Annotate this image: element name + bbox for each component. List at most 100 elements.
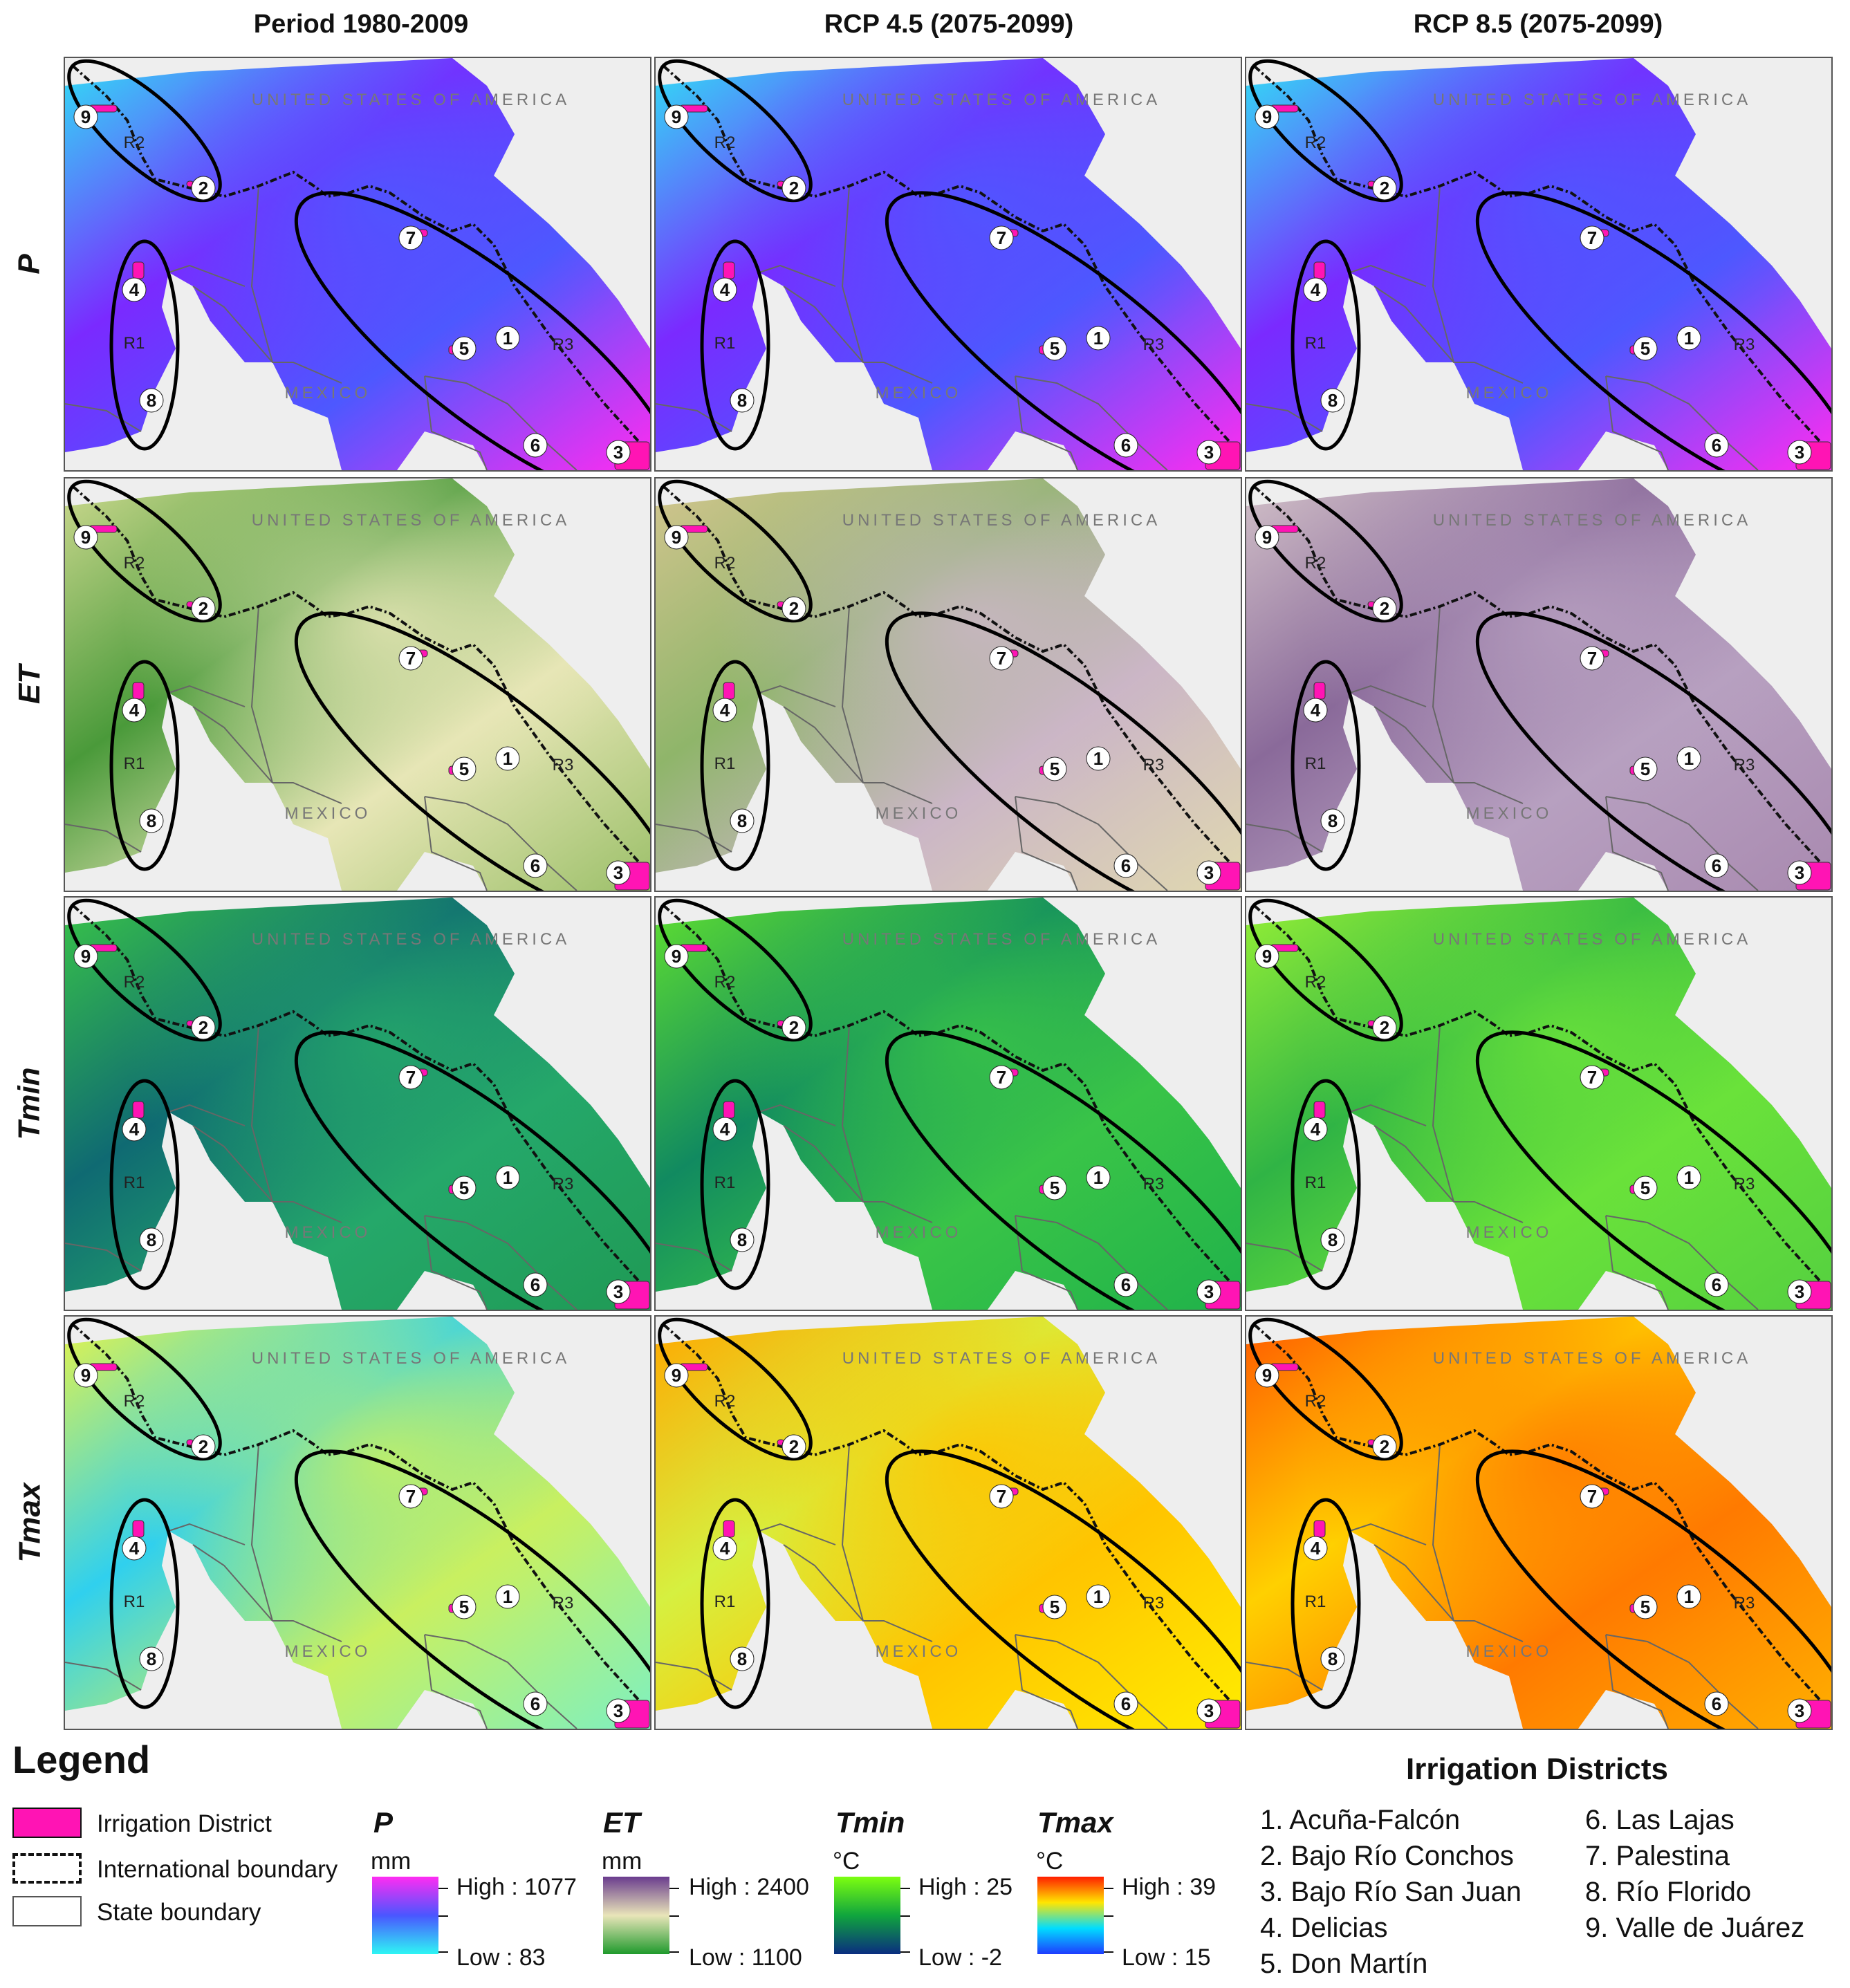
- district-number: 3: [1795, 1700, 1804, 1721]
- region-label: R1: [1305, 1173, 1326, 1192]
- district-number: 6: [1121, 1274, 1131, 1295]
- district-number: 4: [720, 1538, 730, 1559]
- map-panel-p-0: UNITED STATES OF AMERICA MEXICO R1 R2 R3 1 2 3 4…: [64, 57, 651, 472]
- district-marker: [1042, 336, 1067, 361]
- irrigation-district-area: [1313, 1520, 1326, 1538]
- district-marker: [1042, 1595, 1067, 1619]
- district-number: 8: [147, 390, 156, 411]
- district-marker: [398, 1484, 423, 1509]
- district-number: 5: [1640, 1178, 1650, 1198]
- district-marker: [1320, 1646, 1345, 1671]
- district-marker: [1196, 860, 1221, 885]
- map-panel-tmax-1: UNITED STATES OF AMERICA MEXICO R1 R2 R3 1 2 3 4…: [654, 1315, 1242, 1730]
- district-marker: [1086, 326, 1111, 351]
- district-number: 1: [1093, 1167, 1103, 1188]
- region-label: R2: [714, 1392, 736, 1411]
- country-label-usa: UNITED STATES OF AMERICA: [252, 930, 570, 949]
- region-label: R3: [1143, 335, 1165, 354]
- region-label: R3: [1734, 756, 1755, 774]
- district-marker: [452, 1176, 477, 1200]
- district-marker: [1196, 1698, 1221, 1723]
- district-marker: [1303, 1117, 1328, 1142]
- district-number: 5: [1050, 759, 1060, 779]
- country-label-mexico: MEXICO: [876, 804, 962, 823]
- region-label: R1: [714, 1592, 736, 1611]
- district-marker: [989, 646, 1014, 671]
- region-ellipse: [700, 1079, 770, 1290]
- region-label: R2: [714, 554, 736, 573]
- district-number: 2: [1380, 598, 1389, 619]
- district-marker: [1320, 1227, 1345, 1252]
- district-marker: [1704, 853, 1729, 878]
- region-ellipse: [109, 1079, 180, 1290]
- legend-high-p: High : 1077: [456, 1874, 577, 1900]
- district-number: 9: [1262, 106, 1272, 127]
- region-ellipse: [294, 611, 650, 891]
- region-label: R1: [714, 1173, 736, 1192]
- country-label-mexico: MEXICO: [285, 384, 371, 402]
- district-number: 4: [720, 1119, 730, 1140]
- district-marker: [1580, 225, 1604, 250]
- district-marker: [664, 1363, 689, 1388]
- district-number: 9: [672, 1365, 681, 1386]
- district-marker: [73, 1363, 98, 1388]
- district-number: 1: [503, 1586, 512, 1607]
- region-ellipse: [109, 1498, 180, 1709]
- irrigation-district-area: [132, 1520, 145, 1538]
- region-label: R3: [1143, 756, 1165, 774]
- district-number: 6: [530, 1274, 540, 1295]
- district-number: 3: [613, 1700, 623, 1721]
- district-item: 5. Don Martín: [1260, 1949, 1428, 1979]
- district-marker: [1086, 746, 1111, 771]
- district-number: 4: [1311, 700, 1321, 721]
- district-number: 7: [997, 648, 1006, 669]
- irrigation-district-area: [723, 682, 735, 700]
- region-label: R2: [124, 133, 145, 152]
- district-marker: [398, 1065, 423, 1090]
- district-marker: [730, 808, 755, 833]
- district-marker: [1303, 277, 1328, 302]
- country-label-mexico: MEXICO: [876, 384, 962, 402]
- country-label-usa: UNITED STATES OF AMERICA: [842, 511, 1160, 530]
- district-marker: [191, 176, 216, 201]
- map-panel-et-0: UNITED STATES OF AMERICA MEXICO R1 R2 R3 1 2 3 4…: [64, 477, 651, 892]
- district-number: 6: [1712, 1693, 1721, 1714]
- district-number: 6: [1121, 855, 1131, 876]
- legend-low-et: Low : 1100: [689, 1944, 802, 1971]
- country-label-mexico: MEXICO: [1466, 1223, 1553, 1242]
- map-panel-tmin-1: UNITED STATES OF AMERICA MEXICO R1 R2 R3 1 2 3 4…: [654, 896, 1242, 1311]
- region-ellipse: [1475, 191, 1831, 470]
- legend-ramp-p: [372, 1877, 438, 1954]
- district-marker: [122, 1117, 147, 1142]
- district-number: 2: [789, 598, 799, 619]
- district-number: 4: [720, 700, 730, 721]
- district-number: 1: [1684, 1586, 1694, 1607]
- region-ellipse: [109, 660, 180, 871]
- district-marker: [1255, 104, 1279, 129]
- district-number: 6: [1121, 435, 1131, 456]
- district-marker: [1633, 336, 1658, 361]
- region-ellipse: [1248, 479, 1403, 623]
- district-marker: [1086, 1165, 1111, 1190]
- district-marker: [730, 388, 755, 413]
- district-marker: [495, 1165, 520, 1190]
- district-marker: [122, 277, 147, 302]
- district-marker: [1042, 1176, 1067, 1200]
- district-marker: [730, 1227, 755, 1252]
- district-number: 9: [1262, 1365, 1272, 1386]
- region-label: R2: [1305, 554, 1326, 573]
- district-number: 7: [997, 1067, 1006, 1088]
- region-ellipse: [700, 239, 770, 451]
- district-number: 6: [530, 1693, 540, 1714]
- district-marker: [1372, 176, 1397, 201]
- district-item: 4. Delicias: [1260, 1913, 1388, 1943]
- country-label-usa: UNITED STATES OF AMERICA: [1433, 91, 1751, 109]
- district-number: 9: [672, 106, 681, 127]
- region-label: R1: [1305, 334, 1326, 353]
- legend-var-tmax: Tmax: [1037, 1806, 1113, 1839]
- legend-unit-p: mm: [371, 1848, 411, 1875]
- district-marker: [1372, 596, 1397, 621]
- country-label-usa: UNITED STATES OF AMERICA: [1433, 511, 1751, 530]
- district-number: 7: [406, 1067, 416, 1088]
- district-marker: [1580, 646, 1604, 671]
